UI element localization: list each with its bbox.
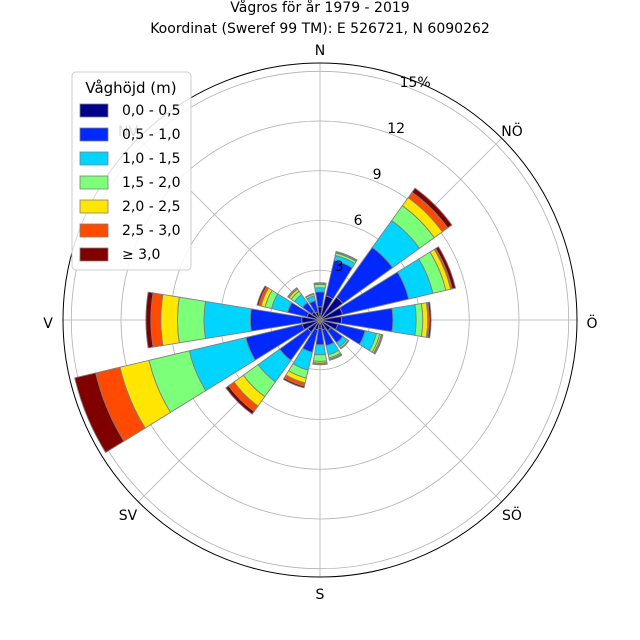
radial-gridline [120,120,520,520]
sector-bar-segment [256,285,268,307]
legend-label: 0,5 - 1,0 [122,127,180,143]
legend-label: 1,5 - 2,0 [122,175,180,191]
sector-bar-segment [282,377,305,389]
sector-bar-segment [340,340,350,350]
legend-box [71,71,192,271]
sector-bar-segment [177,296,206,344]
sector-bar-segment [145,291,154,349]
radial-tick-label: 15% [400,75,431,91]
legend-title: Våghöjd (m) [85,79,176,97]
sector-bar-segment [328,353,343,361]
sector-bar-segment [304,292,315,298]
direction-label: SÖ [502,506,522,524]
legend-label: 1,0 - 1,5 [122,151,180,167]
direction-label: N [315,43,325,59]
legend-swatch [79,151,109,166]
radial-tick-label: 12 [387,121,405,137]
sector-bars [74,187,457,454]
sector-bar-segment [74,372,125,454]
sector-bar-segment [312,353,328,362]
radial-gridline [70,70,570,570]
legend-swatch [79,247,109,262]
sector-bar-segment [313,282,327,285]
sector-bar-segment [373,334,384,355]
direction-label: NÖ [501,122,523,140]
sector-bar-segment [312,362,328,366]
direction-label: SV [119,508,138,524]
sector-bar-segment [225,385,255,415]
radial-tick-label: 9 [373,167,382,183]
legend-label: 2,5 - 3,0 [122,223,180,239]
legend-swatch [79,127,109,142]
spoke-line [319,319,503,503]
legend-swatch [79,175,109,190]
sector-bar-segment [391,304,417,336]
radial-tick-label: 6 [354,213,363,229]
outer-ring [62,62,578,578]
sector-bar-segment [160,293,180,347]
legend-label: ≥ 3,0 [122,247,160,263]
sector-bar-segment [427,301,432,339]
legend-swatch [79,223,109,238]
sector-bar-segment [313,344,327,356]
chart-title-line-1: Vågros för år 1979 - 2019 [230,0,409,16]
sector-bar-segment [314,287,326,293]
sector-bar-segment [414,303,424,337]
legend-label: 2,0 - 2,5 [122,199,180,215]
sector-bar-segment [411,187,453,229]
sector-bar-segment [150,292,164,348]
direction-label: S [316,587,325,603]
legend-label: 0,0 - 0,5 [122,103,180,119]
sector-bar-segment [435,246,457,290]
direction-label: V [43,316,53,332]
chart-title-line-2: Koordinat (Sweref 99 TM): E 526721, N 60… [150,21,490,37]
sector-bar-segment [287,287,298,298]
legend-swatch [79,103,109,118]
direction-label: Ö [586,314,597,332]
legend: Våghöjd (m) 0,0 - 0,5 0,5 - 1,0 1,0 - 1,5 1,… [71,71,192,271]
sector-bar-segment [335,250,358,262]
radial-tick-label: 3 [335,259,344,275]
legend-swatch [79,199,109,214]
